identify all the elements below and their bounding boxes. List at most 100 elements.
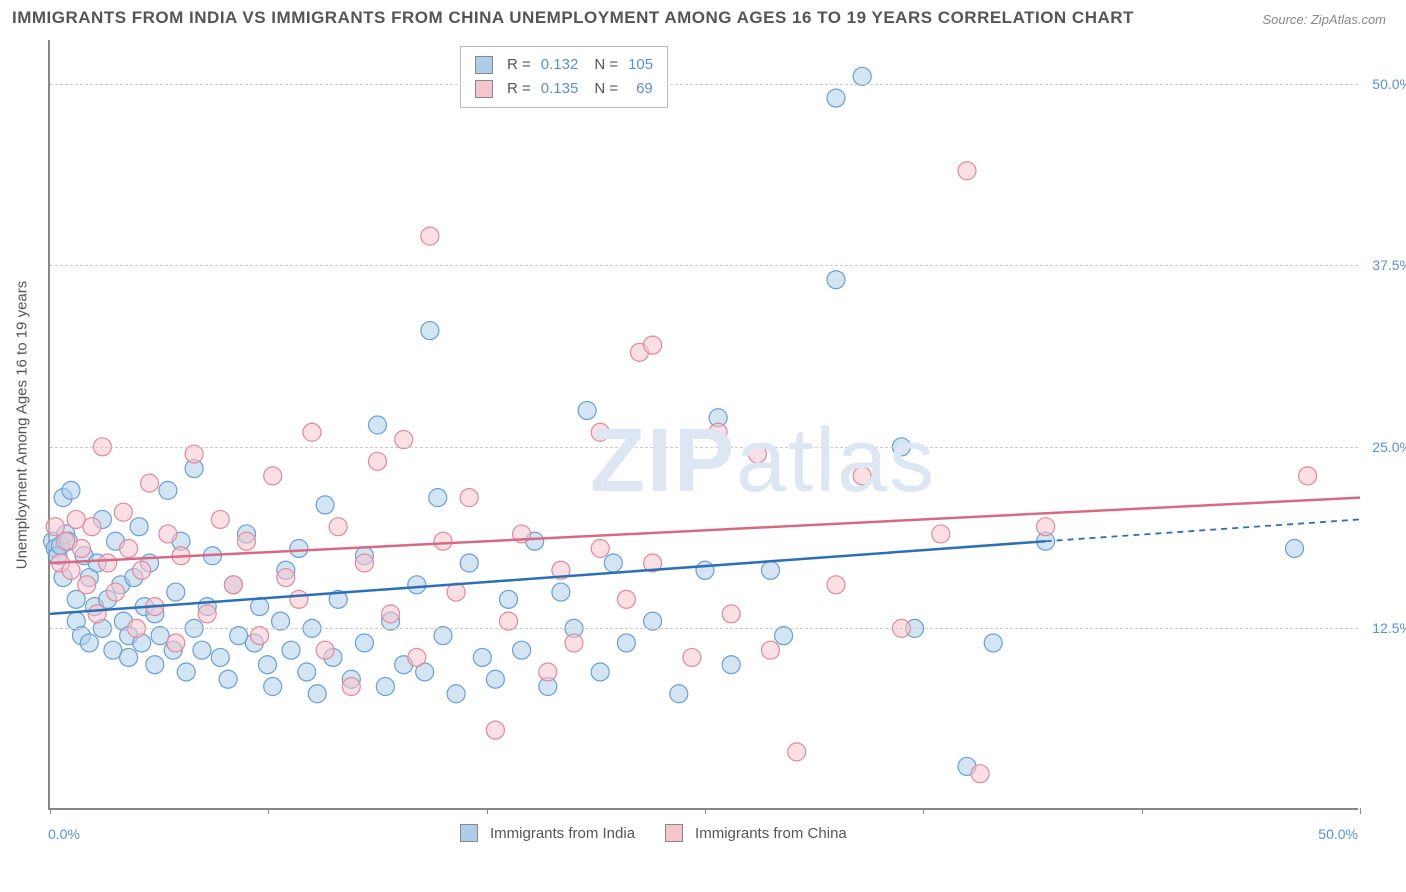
- legend-correlation: R = 0.132 N = 105 R = 0.135 N = 69: [460, 46, 668, 108]
- gridline-h: [50, 628, 1358, 629]
- data-point: [264, 678, 282, 696]
- x-tick: [487, 808, 488, 814]
- data-point: [565, 634, 583, 652]
- data-point: [120, 648, 138, 666]
- x-tick: [705, 808, 706, 814]
- data-point: [251, 598, 269, 616]
- data-point: [552, 583, 570, 601]
- data-point: [617, 590, 635, 608]
- data-point: [932, 525, 950, 543]
- data-point: [644, 336, 662, 354]
- data-point: [460, 554, 478, 572]
- data-point: [238, 532, 256, 550]
- r-label: R =: [507, 53, 531, 77]
- data-point: [298, 663, 316, 681]
- data-point: [133, 561, 151, 579]
- x-axis-max-label: 50.0%: [1318, 826, 1358, 842]
- plot-area: 12.5%25.0%37.5%50.0%: [48, 40, 1358, 810]
- legend-row-china: R = 0.135 N = 69: [475, 77, 653, 101]
- data-point: [722, 605, 740, 623]
- data-point: [539, 663, 557, 681]
- data-point: [282, 641, 300, 659]
- swatch-china-bottom: [665, 824, 683, 842]
- data-point: [159, 525, 177, 543]
- n-value-china: 69: [636, 77, 653, 101]
- data-point: [1037, 518, 1055, 536]
- data-point: [591, 539, 609, 557]
- data-point: [224, 576, 242, 594]
- data-point: [303, 423, 321, 441]
- data-point: [141, 474, 159, 492]
- data-point: [62, 561, 80, 579]
- scatter-svg: [50, 40, 1358, 808]
- data-point: [277, 569, 295, 587]
- data-point: [984, 634, 1002, 652]
- data-point: [408, 648, 426, 666]
- data-point: [827, 89, 845, 107]
- legend-item-india: Immigrants from India: [460, 824, 635, 842]
- data-point: [500, 590, 518, 608]
- y-tick-label: 37.5%: [1372, 257, 1406, 273]
- data-point: [120, 539, 138, 557]
- legend-label-china: Immigrants from China: [695, 825, 847, 842]
- data-point: [211, 648, 229, 666]
- data-point: [130, 518, 148, 536]
- data-point: [78, 576, 96, 594]
- data-point: [827, 271, 845, 289]
- swatch-india-bottom: [460, 824, 478, 842]
- data-point: [709, 423, 727, 441]
- data-point: [72, 539, 90, 557]
- data-point: [290, 590, 308, 608]
- data-point: [316, 496, 334, 514]
- n-value-india: 105: [628, 53, 653, 77]
- data-point: [696, 561, 714, 579]
- data-point: [376, 678, 394, 696]
- legend-item-china: Immigrants from China: [665, 824, 847, 842]
- data-point: [762, 641, 780, 659]
- data-point: [355, 634, 373, 652]
- data-point: [146, 656, 164, 674]
- x-tick: [268, 808, 269, 814]
- source-label: Source: ZipAtlas.com: [1262, 12, 1386, 27]
- n-label: N =: [594, 77, 618, 101]
- legend-row-india: R = 0.132 N = 105: [475, 53, 653, 77]
- data-point: [258, 656, 276, 674]
- data-point: [107, 583, 125, 601]
- data-point: [513, 641, 531, 659]
- data-point: [219, 670, 237, 688]
- data-point: [486, 670, 504, 688]
- data-point: [853, 467, 871, 485]
- data-point: [369, 452, 387, 470]
- data-point: [177, 663, 195, 681]
- data-point: [193, 641, 211, 659]
- x-tick: [1142, 808, 1143, 814]
- r-value-india: 0.132: [541, 53, 579, 77]
- data-point: [88, 605, 106, 623]
- y-tick-label: 25.0%: [1372, 439, 1406, 455]
- data-point: [355, 554, 373, 572]
- data-point: [159, 481, 177, 499]
- n-label: N =: [594, 53, 618, 77]
- x-axis-min-label: 0.0%: [48, 826, 80, 842]
- data-point: [382, 605, 400, 623]
- data-point: [62, 481, 80, 499]
- data-point: [408, 576, 426, 594]
- data-point: [308, 685, 326, 703]
- data-point: [99, 554, 117, 572]
- data-point: [316, 641, 334, 659]
- data-point: [827, 576, 845, 594]
- y-tick-label: 12.5%: [1372, 620, 1406, 636]
- data-point: [421, 227, 439, 245]
- data-point: [290, 539, 308, 557]
- x-tick: [1360, 808, 1361, 814]
- data-point: [1299, 467, 1317, 485]
- data-point: [683, 648, 701, 666]
- data-point: [460, 489, 478, 507]
- chart-title: IMMIGRANTS FROM INDIA VS IMMIGRANTS FROM…: [12, 8, 1134, 28]
- data-point: [429, 489, 447, 507]
- legend-series: Immigrants from India Immigrants from Ch…: [460, 824, 847, 842]
- trend-line-dashed: [1046, 519, 1360, 541]
- x-tick: [50, 808, 51, 814]
- data-point: [958, 162, 976, 180]
- x-tick: [923, 808, 924, 814]
